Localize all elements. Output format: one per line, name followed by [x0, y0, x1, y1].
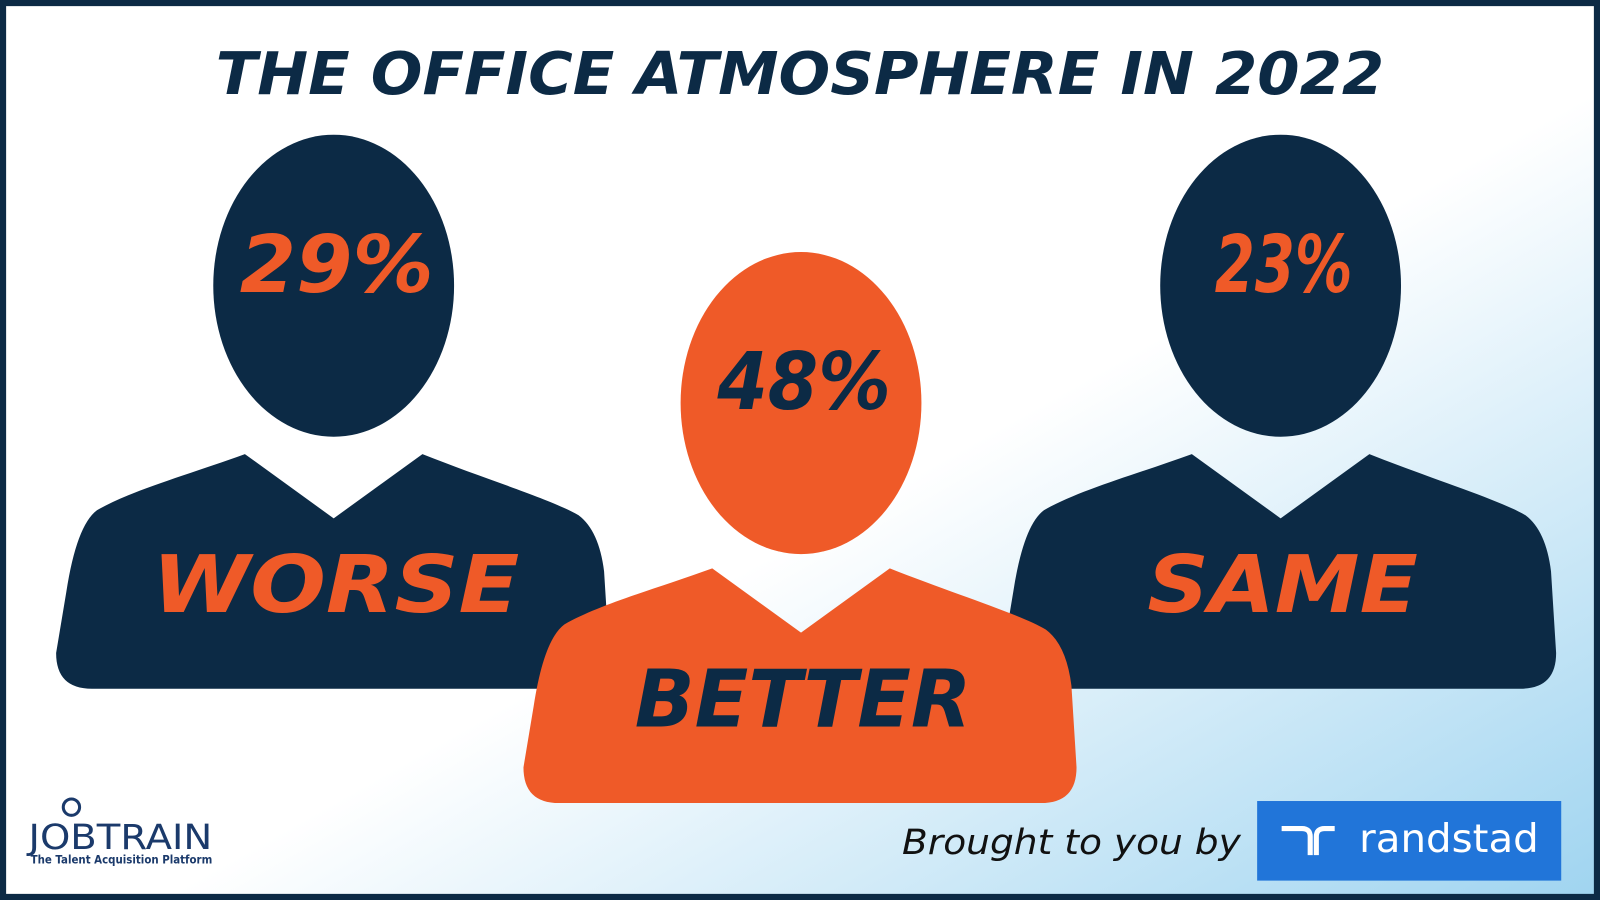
person-body [56, 454, 610, 689]
answer-label: BETTER [635, 653, 972, 746]
answer-label: WORSE [152, 538, 519, 631]
person-head [1160, 134, 1402, 437]
person-body [523, 568, 1077, 804]
sponsor-icon [1281, 826, 1335, 856]
person-body [1003, 454, 1557, 689]
percentage: 48% [716, 335, 890, 428]
title: THE OFFICE ATMOSPHERE IN 2022 [216, 39, 1384, 108]
sponsor: randstad [1359, 817, 1539, 862]
logo-text: JOBTRAIN [26, 818, 212, 858]
logo-tagline: The Talent Acquisition Platform [31, 853, 213, 866]
person-head [213, 134, 455, 437]
percentage: 23% [1215, 218, 1353, 311]
figures: 29% WORSE 23% SAME 48% BETTER [56, 134, 1557, 804]
person-head [680, 252, 922, 555]
percentage: 29% [240, 218, 434, 311]
answer-label: SAME [1147, 538, 1417, 631]
credit: Brought to you by [902, 823, 1241, 863]
logo-icon [61, 797, 82, 817]
jobtrain-logo: JOBTRAIN The Talent Acquisition Platform [26, 797, 213, 866]
